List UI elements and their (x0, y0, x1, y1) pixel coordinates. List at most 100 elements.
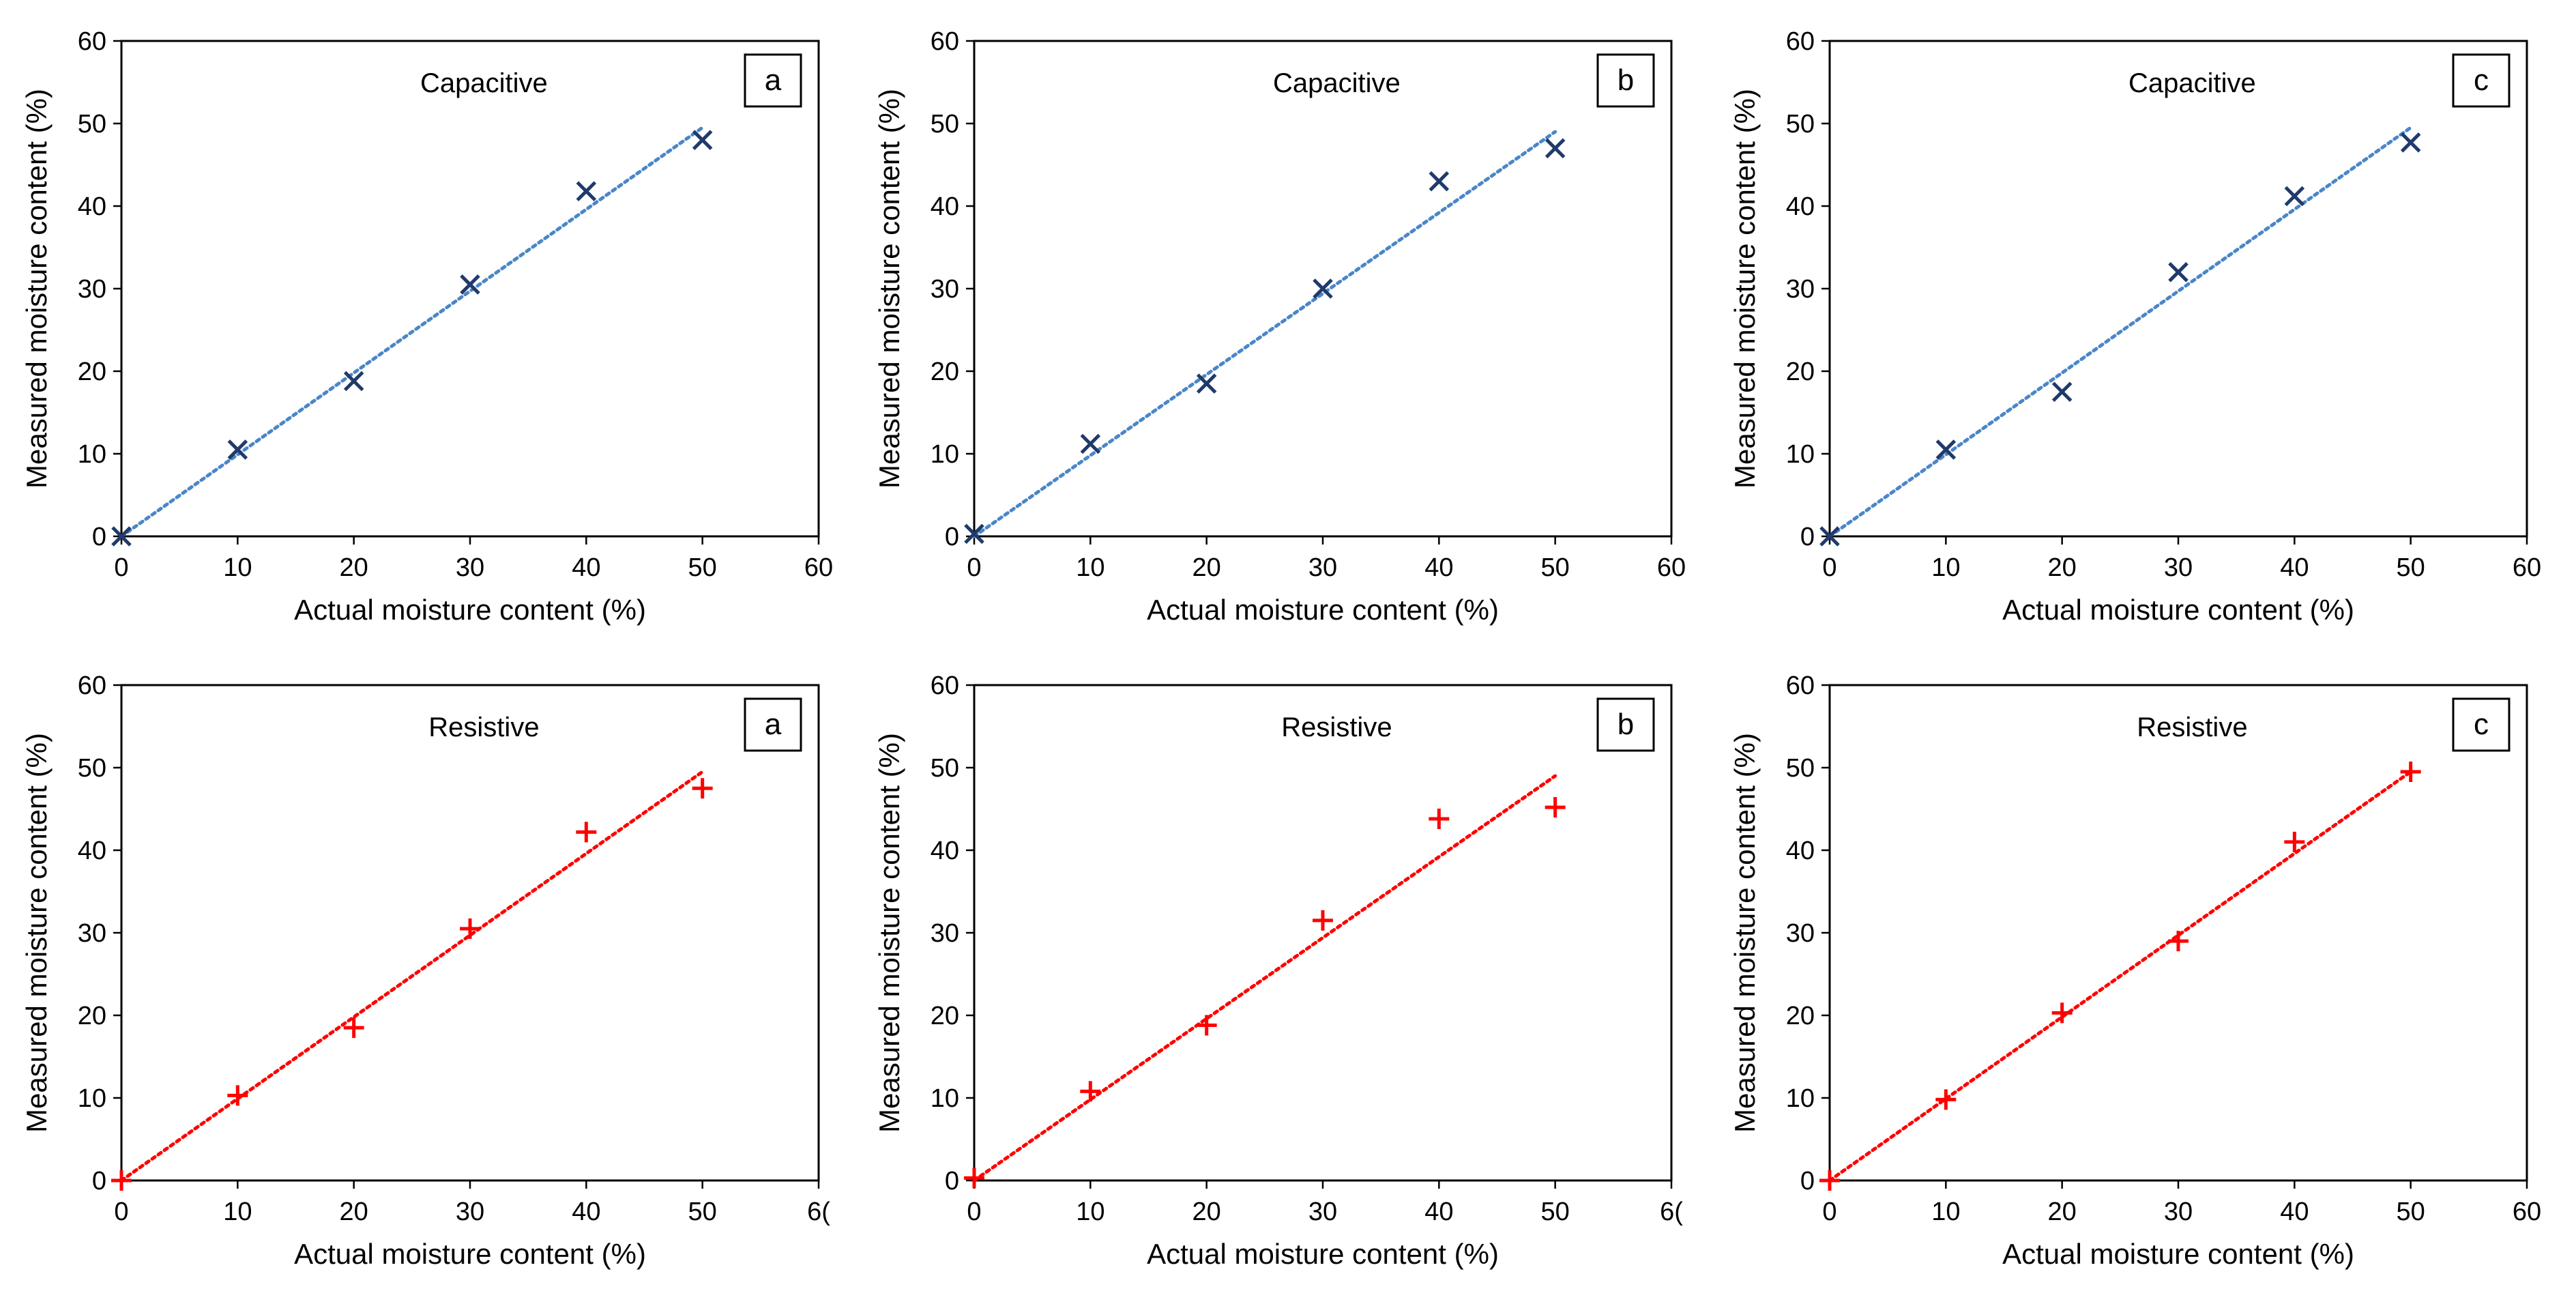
y-tick-label: 40 (1786, 837, 1815, 865)
x-tick-label: 40 (2280, 1198, 2309, 1226)
data-point (1545, 797, 1566, 818)
x-axis-title: Actual moisture content (%) (294, 594, 646, 626)
data-point (576, 822, 597, 843)
data-point (1196, 1015, 1217, 1036)
data-point (2168, 262, 2189, 282)
y-tick-label: 20 (78, 1002, 106, 1030)
data-point (343, 1017, 364, 1039)
data-point (460, 918, 480, 939)
y-tick-label: 30 (931, 275, 959, 304)
panel-label: c (2474, 63, 2489, 97)
trendline (1828, 126, 2413, 538)
x-tick-label: 60 (2513, 553, 2541, 582)
data-point-stroke (111, 526, 132, 547)
data-point-stroke (343, 371, 364, 392)
panel-label-box (744, 697, 802, 752)
x-tick-label: 10 (1931, 1198, 1960, 1226)
chart-panel-res-b: 0 10 20 30 40 50 60 0 10 20 30 40 50 6(Actual moistur… (873, 671, 1683, 1270)
data-point (111, 1170, 132, 1191)
y-tick-label: 50 (78, 110, 106, 139)
data-point-stroke (1935, 439, 1957, 460)
data-point-stroke (2168, 262, 2189, 282)
x-tick-label: 0 (967, 553, 981, 582)
y-tick-label: 50 (1786, 110, 1815, 139)
y-tick-label: 20 (1786, 1002, 1815, 1030)
panel-label: b (1618, 63, 1634, 97)
data-point-stroke (1313, 278, 1333, 299)
y-tick-label: 0 (1800, 523, 1815, 551)
trendline (119, 126, 705, 538)
y-tick-label: 30 (1786, 275, 1815, 304)
y-tick-label: 0 (945, 1167, 959, 1196)
y-tick-label: 40 (931, 192, 959, 221)
data-point (964, 1168, 984, 1189)
x-tick-label: 50 (688, 1198, 717, 1226)
x-tick-label: 0 (114, 1198, 128, 1226)
y-tick-label: 0 (1800, 1167, 1815, 1196)
x-tick-label: 40 (2280, 553, 2309, 582)
x-tick-label: 30 (456, 1198, 484, 1226)
data-point (1313, 278, 1333, 299)
y-tick-label: 40 (931, 837, 959, 865)
y-tick-label: 50 (931, 110, 959, 139)
x-tick-label: 20 (1192, 553, 1221, 582)
x-tick-label: 0 (1822, 553, 1836, 582)
y-axis-title: Measured moisture content (%) (1729, 89, 1761, 489)
x-tick-label: 20 (2048, 1198, 2077, 1226)
x-tick-label: 20 (2048, 553, 2077, 582)
y-tick-label: 20 (78, 358, 106, 386)
data-point (1080, 433, 1101, 454)
data-point (2284, 186, 2305, 207)
data-point (1819, 526, 1840, 547)
data-point (2051, 1002, 2073, 1024)
x-tick-label: 40 (572, 553, 600, 582)
data-point-stroke (2400, 132, 2421, 153)
y-tick-label: 40 (78, 837, 106, 865)
x-tick-label: 20 (340, 553, 368, 582)
chart-title: Capacitive (1273, 68, 1401, 98)
chart-title: Resistive (2137, 712, 2247, 742)
y-tick-label: 10 (931, 1084, 959, 1113)
chart-panel-cap-a: 0 10 20 30 40 50 60 0 10 20 30 40 50 60 Actual moistur… (20, 27, 833, 626)
data-point-stroke (227, 439, 248, 460)
data-point-stroke (460, 274, 480, 295)
data-point-stroke (2051, 381, 2073, 403)
x-axis-title: Actual moisture content (%) (1147, 1238, 1499, 1270)
data-point-stroke (2284, 186, 2305, 207)
y-tick-label: 60 (1786, 671, 1815, 700)
x-tick-label: 10 (1076, 1198, 1104, 1226)
x-tick-label: 40 (572, 1198, 600, 1226)
data-point (692, 778, 713, 799)
y-tick-label: 20 (931, 358, 959, 386)
x-tick-label: 50 (1541, 553, 1570, 582)
x-axis-title: Actual moisture content (%) (2002, 594, 2354, 626)
chart-panel-cap-c: 0 10 20 30 40 50 60 0 10 20 30 40 50 60 Actual moistur… (1729, 27, 2541, 626)
y-tick-label: 30 (931, 919, 959, 948)
y-tick-label: 30 (78, 919, 106, 948)
y-tick-label: 10 (78, 1084, 106, 1113)
y-tick-label: 40 (1786, 192, 1815, 221)
data-point-stroke (964, 523, 984, 545)
x-axis-title: Actual moisture content (%) (1147, 594, 1499, 626)
data-point (111, 526, 132, 547)
chart-panel-res-a: 0 10 20 30 40 50 60 0 10 20 30 40 50 6(Actual moistur… (20, 671, 830, 1270)
x-tick-label: 10 (1076, 553, 1104, 582)
data-point-stroke (1545, 138, 1566, 159)
panel-label: a (765, 63, 782, 97)
y-axis-title: Measured moisture content (%) (873, 733, 905, 1133)
y-tick-label: 10 (78, 440, 106, 469)
data-point-stroke (1819, 526, 1840, 547)
chart-title: Capacitive (420, 68, 548, 98)
data-point (1080, 1081, 1101, 1102)
panel-label-box (2452, 697, 2511, 752)
x-tick-label: 60 (2513, 1198, 2541, 1226)
data-point (1935, 1089, 1957, 1110)
data-point (2400, 762, 2421, 783)
data-point (227, 439, 248, 460)
y-tick-label: 60 (78, 27, 106, 56)
data-point (343, 371, 364, 392)
x-tick-label: 30 (2164, 1198, 2193, 1226)
y-tick-label: 10 (1786, 440, 1815, 469)
x-tick-label: 30 (1308, 1198, 1337, 1226)
chart-title: Capacitive (2128, 68, 2256, 98)
